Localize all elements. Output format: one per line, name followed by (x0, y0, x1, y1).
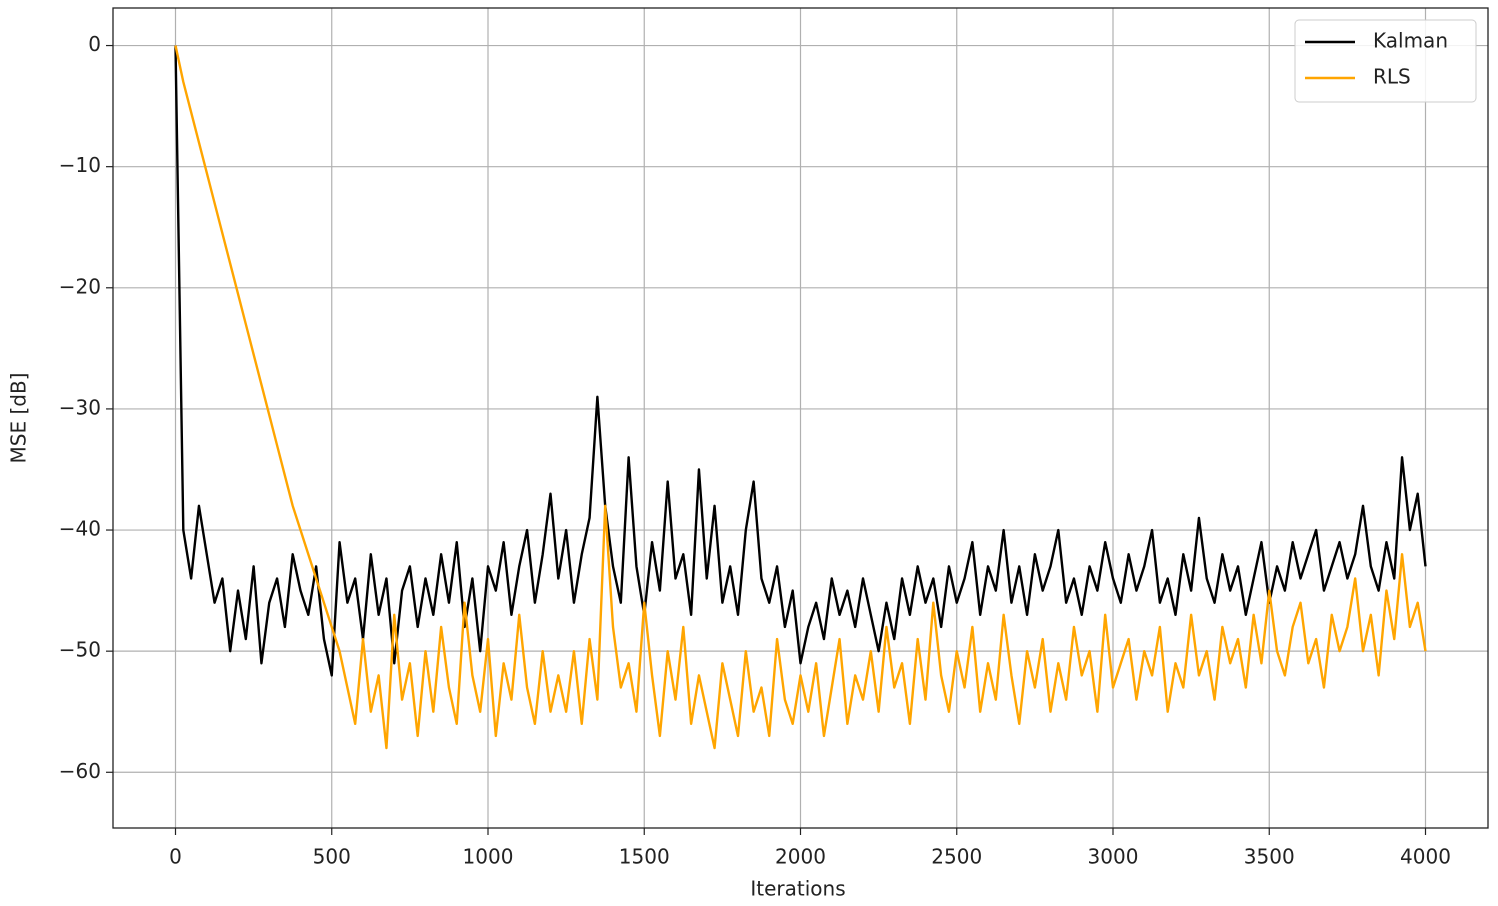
plot-frame (112, 7, 1489, 829)
y-tick-label: −60 (59, 759, 101, 783)
y-tick-label: −10 (59, 153, 101, 177)
x-tick-label: 3500 (1244, 845, 1295, 869)
y-axis-label: MSE [dB] (7, 373, 31, 464)
line-series (174, 45, 1427, 677)
x-tick-label: 2000 (775, 845, 826, 869)
x-tick-label: 1000 (463, 845, 514, 869)
y-tick-label: −40 (59, 517, 101, 541)
x-tick-label: 3000 (1088, 845, 1139, 869)
y-tick-label: −30 (59, 395, 101, 419)
y-tick-label: 0 (88, 32, 101, 56)
line-series (174, 45, 1427, 750)
x-tick-label: 4000 (1400, 845, 1451, 869)
y-tick-label: −20 (59, 274, 101, 298)
x-tick-label: 500 (313, 845, 351, 869)
x-axis-label: Iterations (750, 877, 845, 901)
legend-box (1294, 19, 1477, 103)
x-tick-label: 1500 (619, 845, 670, 869)
legend-label: Kalman (1373, 29, 1448, 53)
y-tick-label: −50 (59, 638, 101, 662)
legend-label: RLS (1373, 65, 1411, 89)
x-tick-label: 0 (169, 845, 182, 869)
x-tick-label: 2500 (931, 845, 982, 869)
